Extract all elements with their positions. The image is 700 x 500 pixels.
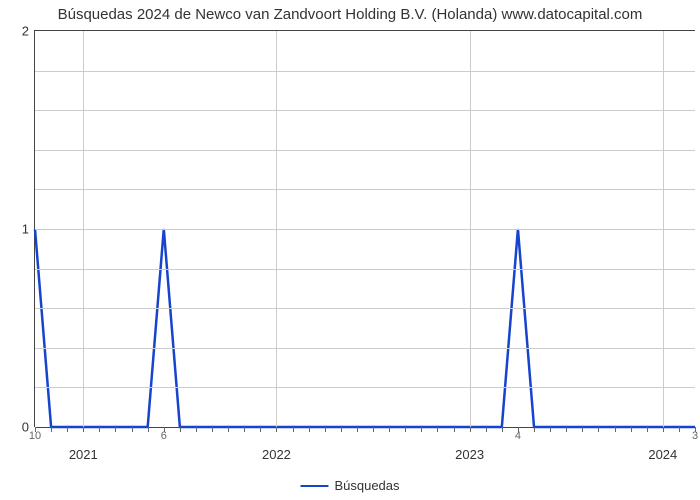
- x-month-tick: [115, 427, 116, 432]
- x-month-tick: [631, 427, 632, 432]
- x-month-tick: [566, 427, 567, 432]
- x-month-label: 3: [692, 430, 698, 442]
- gridline-v: [470, 31, 471, 427]
- gridline-h-minor: [35, 348, 695, 349]
- x-month-tick: [196, 427, 197, 432]
- x-month-tick: [341, 427, 342, 432]
- x-month-tick: [132, 427, 133, 432]
- x-month-tick: [212, 427, 213, 432]
- gridline-h-minor: [35, 387, 695, 388]
- x-month-tick: [148, 427, 149, 432]
- x-month-label: 6: [161, 430, 167, 442]
- x-month-tick: [502, 427, 503, 432]
- x-month-tick: [615, 427, 616, 432]
- x-month-label: 4: [515, 430, 521, 442]
- gridline-v: [276, 31, 277, 427]
- x-month-tick: [373, 427, 374, 432]
- x-month-tick: [598, 427, 599, 432]
- x-year-label: 2023: [455, 447, 484, 462]
- gridline-h-minor: [35, 71, 695, 72]
- legend-label: Búsquedas: [334, 478, 399, 493]
- x-month-label: 10: [29, 430, 41, 442]
- gridline-v: [663, 31, 664, 427]
- x-month-tick: [405, 427, 406, 432]
- x-month-tick: [679, 427, 680, 432]
- x-month-tick: [180, 427, 181, 432]
- legend-swatch: [300, 485, 328, 487]
- x-month-tick: [260, 427, 261, 432]
- gridline-h-minor: [35, 269, 695, 270]
- y-tick-label: 2: [22, 24, 29, 39]
- series-line: [35, 229, 695, 427]
- y-tick-label: 1: [22, 222, 29, 237]
- x-month-tick: [437, 427, 438, 432]
- legend: Búsquedas: [300, 478, 399, 493]
- x-month-tick: [486, 427, 487, 432]
- x-year-label: 2024: [648, 447, 677, 462]
- x-month-tick: [276, 427, 277, 432]
- x-month-tick: [99, 427, 100, 432]
- x-month-tick: [309, 427, 310, 432]
- x-month-tick: [83, 427, 84, 432]
- x-month-tick: [454, 427, 455, 432]
- x-year-label: 2022: [262, 447, 291, 462]
- gridline-h-minor: [35, 189, 695, 190]
- gridline-h-minor: [35, 150, 695, 151]
- x-month-tick: [647, 427, 648, 432]
- x-month-tick: [357, 427, 358, 432]
- x-month-tick: [470, 427, 471, 432]
- x-month-tick: [228, 427, 229, 432]
- x-month-tick: [51, 427, 52, 432]
- x-month-tick: [550, 427, 551, 432]
- chart-title: Búsquedas 2024 de Newco van Zandvoort Ho…: [0, 6, 700, 23]
- x-month-tick: [389, 427, 390, 432]
- x-month-tick: [67, 427, 68, 432]
- x-year-label: 2021: [69, 447, 98, 462]
- gridline-h: [35, 427, 695, 428]
- plot-area: 012202120222023202410643: [34, 30, 695, 427]
- x-month-tick: [534, 427, 535, 432]
- gridline-h: [35, 229, 695, 230]
- x-month-tick: [293, 427, 294, 432]
- x-month-tick: [244, 427, 245, 432]
- x-month-tick: [421, 427, 422, 432]
- gridline-v: [83, 31, 84, 427]
- gridline-h-minor: [35, 110, 695, 111]
- x-month-tick: [582, 427, 583, 432]
- x-month-tick: [663, 427, 664, 432]
- gridline-h-minor: [35, 308, 695, 309]
- x-month-tick: [325, 427, 326, 432]
